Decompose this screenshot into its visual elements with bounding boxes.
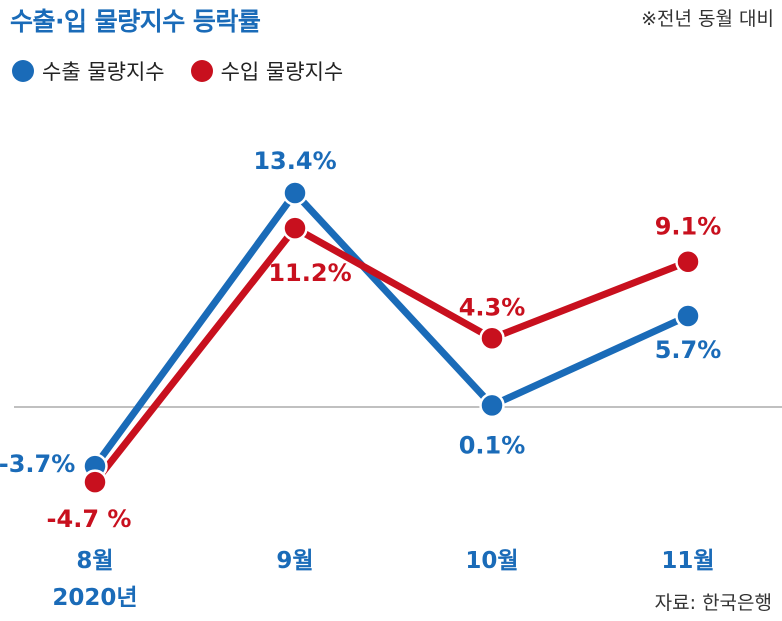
source-note: 자료: 한국은행 [654, 592, 772, 614]
data-point-export-4 [675, 303, 701, 329]
series-line-import [91, 224, 692, 486]
data-label-import-1: -4.7 % [47, 505, 132, 533]
data-label-import-2: 11.2% [268, 259, 351, 287]
data-label-export-1: -3.7% [0, 450, 75, 478]
chart-title: 수출·입 물량지수 등락률 [10, 7, 261, 36]
x-tick-label-4: 11월 [661, 548, 714, 574]
data-point-export-2 [282, 180, 308, 206]
data-point-import-1 [82, 469, 108, 495]
data-point-import-4 [675, 248, 701, 275]
legend-export-label: 수출 물량지수 [42, 60, 165, 84]
x-tick-label-3: 10월 [465, 548, 518, 574]
x-tick-label-1: 8월 [76, 548, 113, 574]
legend-item-import: 수입 물량지수 [190, 56, 344, 86]
series-line-export [91, 189, 692, 470]
legend-import-dot [190, 60, 213, 82]
data-point-export-3 [479, 392, 505, 419]
legend: 수출 물량지수 수입 물량지수 [12, 56, 369, 86]
data-label-import-3: 4.3% [459, 293, 526, 321]
legend-export-dot [12, 60, 34, 82]
x-tick-label-2: 9월 [276, 548, 313, 574]
comparison-note: ※전년 동월 대비 [641, 8, 774, 30]
legend-item-export: 수출 물량지수 [12, 56, 165, 86]
year-label: 2020년 [52, 585, 137, 611]
data-label-import-4: 9.1% [655, 213, 722, 241]
legend-import-label: 수입 물량지수 [220, 60, 344, 84]
data-point-import-3 [479, 325, 505, 352]
data-label-export-2: 13.4% [253, 147, 336, 175]
data-label-export-4: 5.7% [655, 336, 722, 364]
data-label-export-3: 0.1% [459, 431, 526, 459]
data-point-import-2 [282, 215, 308, 241]
